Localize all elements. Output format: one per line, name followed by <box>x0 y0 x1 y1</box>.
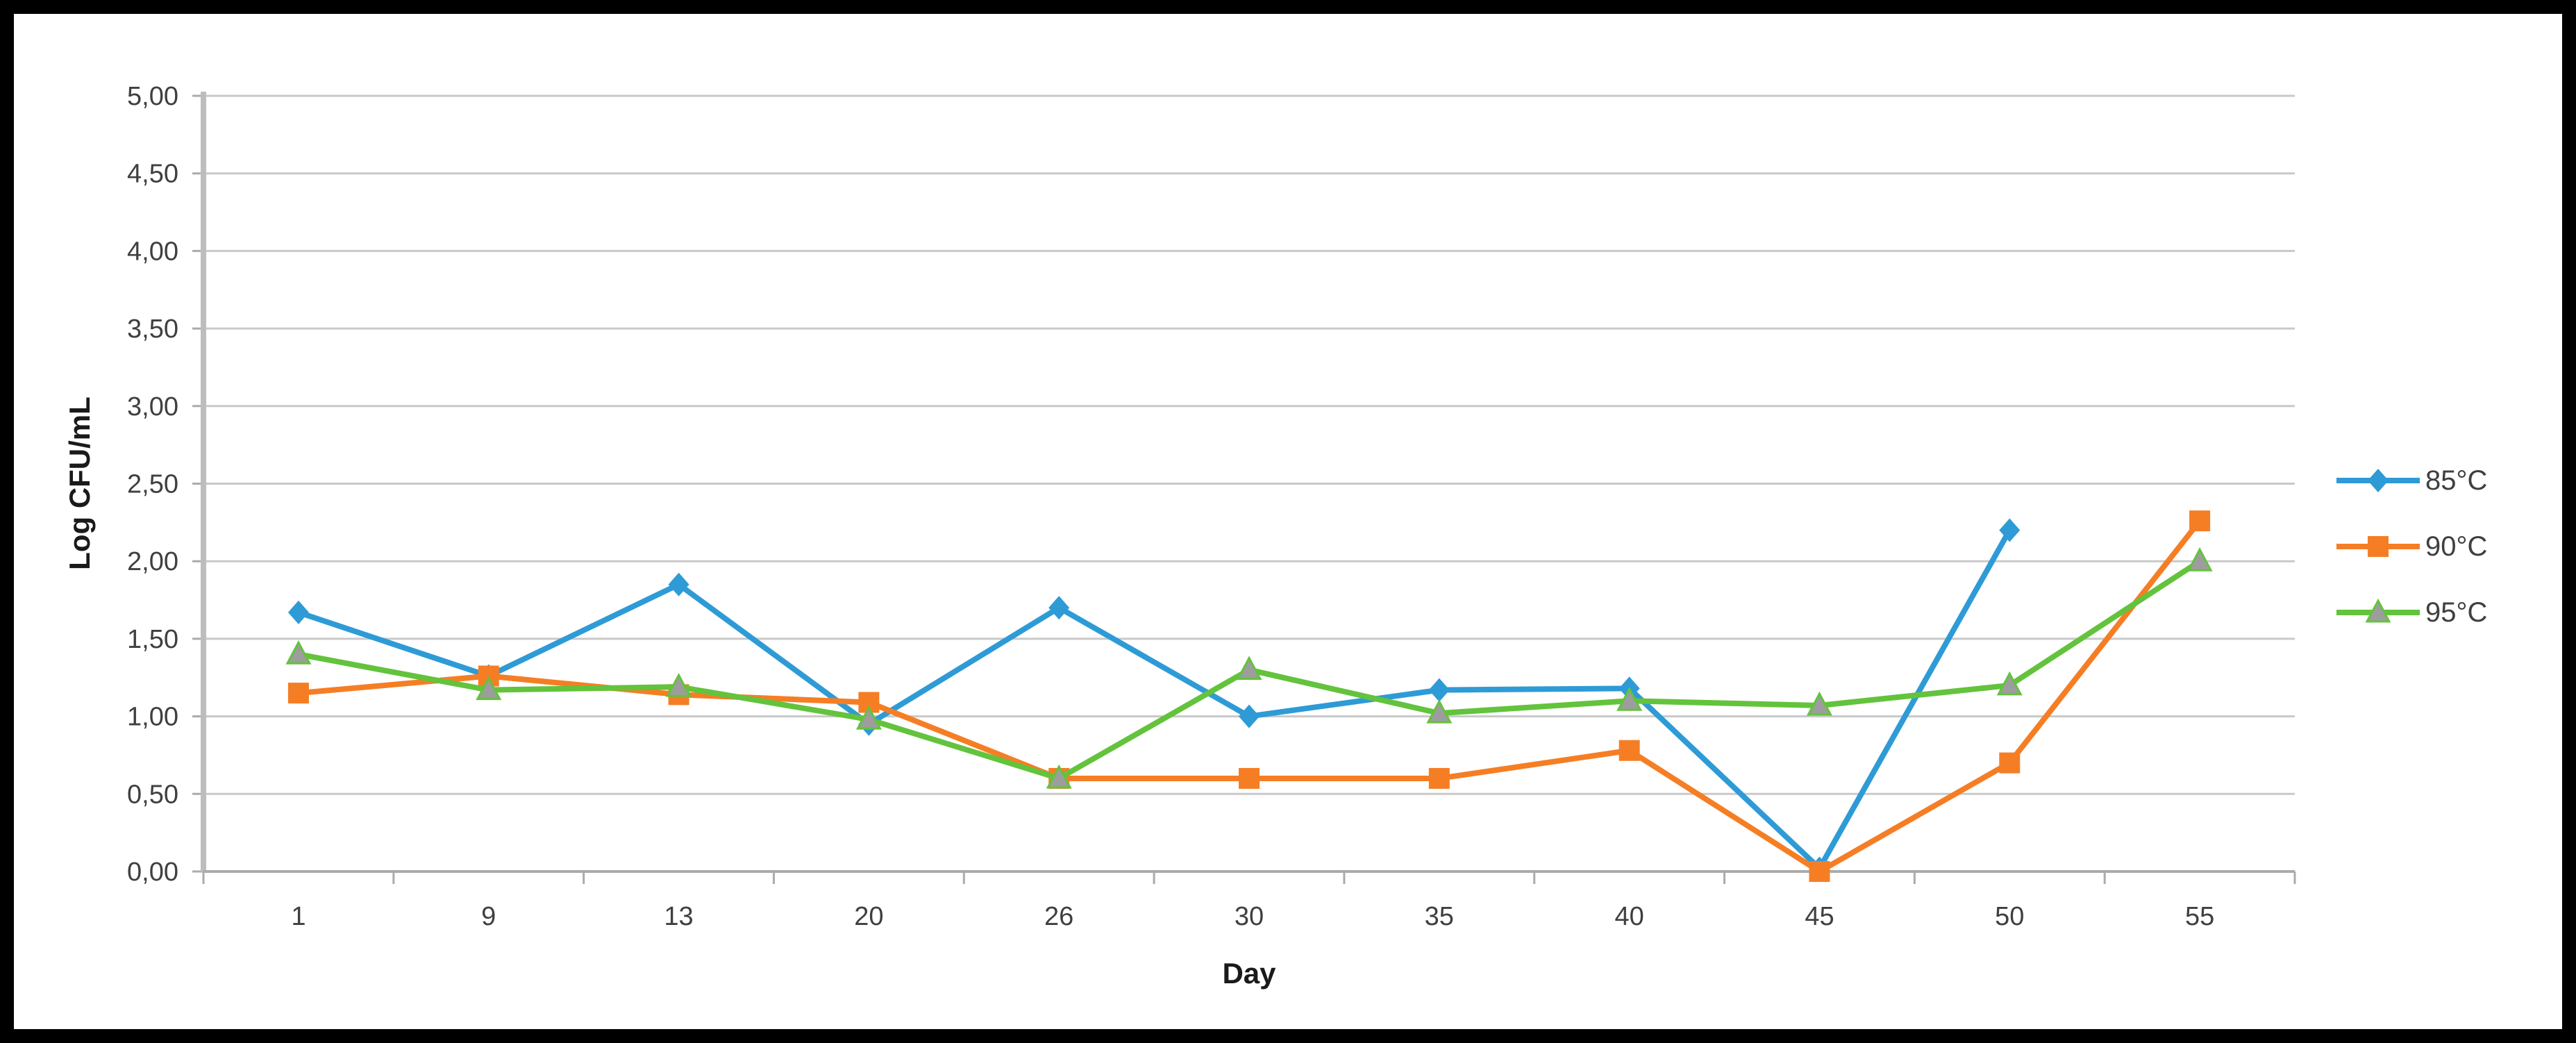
x-tick-label: 1 <box>291 902 306 931</box>
diamond-marker <box>1048 596 1070 620</box>
y-tick-label: 4,50 <box>127 160 178 189</box>
diamond-marker <box>1239 704 1260 728</box>
y-tick-label: 4,00 <box>127 237 178 266</box>
square-legend-marker-icon <box>2336 536 2420 557</box>
y-tick-label: 2,50 <box>127 470 178 499</box>
legend-item-85C: 85°C <box>2336 460 2487 501</box>
triangle-marker <box>2186 547 2213 571</box>
diamond-marker <box>668 572 689 596</box>
square-marker <box>1809 861 1830 882</box>
triangle-marker <box>855 705 882 730</box>
triangle-marker <box>1616 687 1643 711</box>
series-line <box>297 528 2012 871</box>
y-tick-label: 5,00 <box>127 82 178 111</box>
diamond-legend-marker-icon <box>2336 469 2420 492</box>
triangle-marker <box>2365 598 2391 623</box>
x-tick-label: 20 <box>854 902 883 931</box>
x-tick-label: 35 <box>1425 902 1454 931</box>
x-tick-label: 50 <box>1995 902 2024 931</box>
legend-item-95C: 95°C <box>2336 592 2487 633</box>
legend-item-90C: 90°C <box>2336 526 2487 567</box>
square-marker <box>2189 510 2211 532</box>
triangle-legend-marker-icon <box>2336 598 2420 623</box>
series-95C <box>285 547 2213 789</box>
legend-label: 90°C <box>2425 531 2488 562</box>
y-tick-label: 3,50 <box>127 315 178 344</box>
diamond-marker <box>287 600 309 624</box>
legend-label: 95°C <box>2425 596 2488 628</box>
x-tick-label: 45 <box>1805 902 1834 931</box>
diamond-marker <box>1999 518 2021 542</box>
diamond-marker <box>2368 469 2389 492</box>
triangle-marker <box>1236 656 1262 681</box>
triangle-marker <box>1806 691 1832 716</box>
diamond-marker <box>1428 678 1450 702</box>
square-marker <box>1999 752 2021 774</box>
y-tick-label: 2,00 <box>127 547 178 576</box>
triangle-marker <box>666 672 692 697</box>
square-marker <box>1619 740 1640 761</box>
triangle-marker <box>476 676 502 701</box>
triangle-marker <box>1996 671 2023 696</box>
square-marker <box>2368 536 2389 557</box>
x-tick-label: 26 <box>1044 902 1073 931</box>
x-tick-label: 30 <box>1235 902 1264 931</box>
y-tick-label: 3,00 <box>127 392 178 422</box>
square-marker <box>1239 767 1260 789</box>
square-marker <box>1428 767 1450 789</box>
x-tick-label: 13 <box>664 902 693 931</box>
line-chart-plot-area: 0,00 0,50 1,00 1,50 2,00 2,50 3,00 3,50 4,00 4,50… <box>127 82 2296 931</box>
x-tick-label: 9 <box>481 902 496 931</box>
x-tick-label: 40 <box>1614 902 1644 931</box>
y-tick-label: 1,50 <box>127 625 178 654</box>
x-axis-title: Day <box>1222 957 1276 990</box>
y-tick-label: 0,50 <box>127 780 178 809</box>
series-85C <box>287 518 2021 881</box>
legend-label: 85°C <box>2425 465 2488 496</box>
triangle-marker <box>1426 699 1453 724</box>
triangle-marker <box>1046 764 1072 789</box>
y-tick-label: 0,00 <box>127 858 178 887</box>
triangle-marker <box>285 640 312 665</box>
square-marker <box>287 683 309 704</box>
y-axis-title: Log CFU/mL <box>63 397 96 570</box>
y-tick-label: 1,00 <box>127 703 178 732</box>
x-tick-label: 55 <box>2185 902 2214 931</box>
